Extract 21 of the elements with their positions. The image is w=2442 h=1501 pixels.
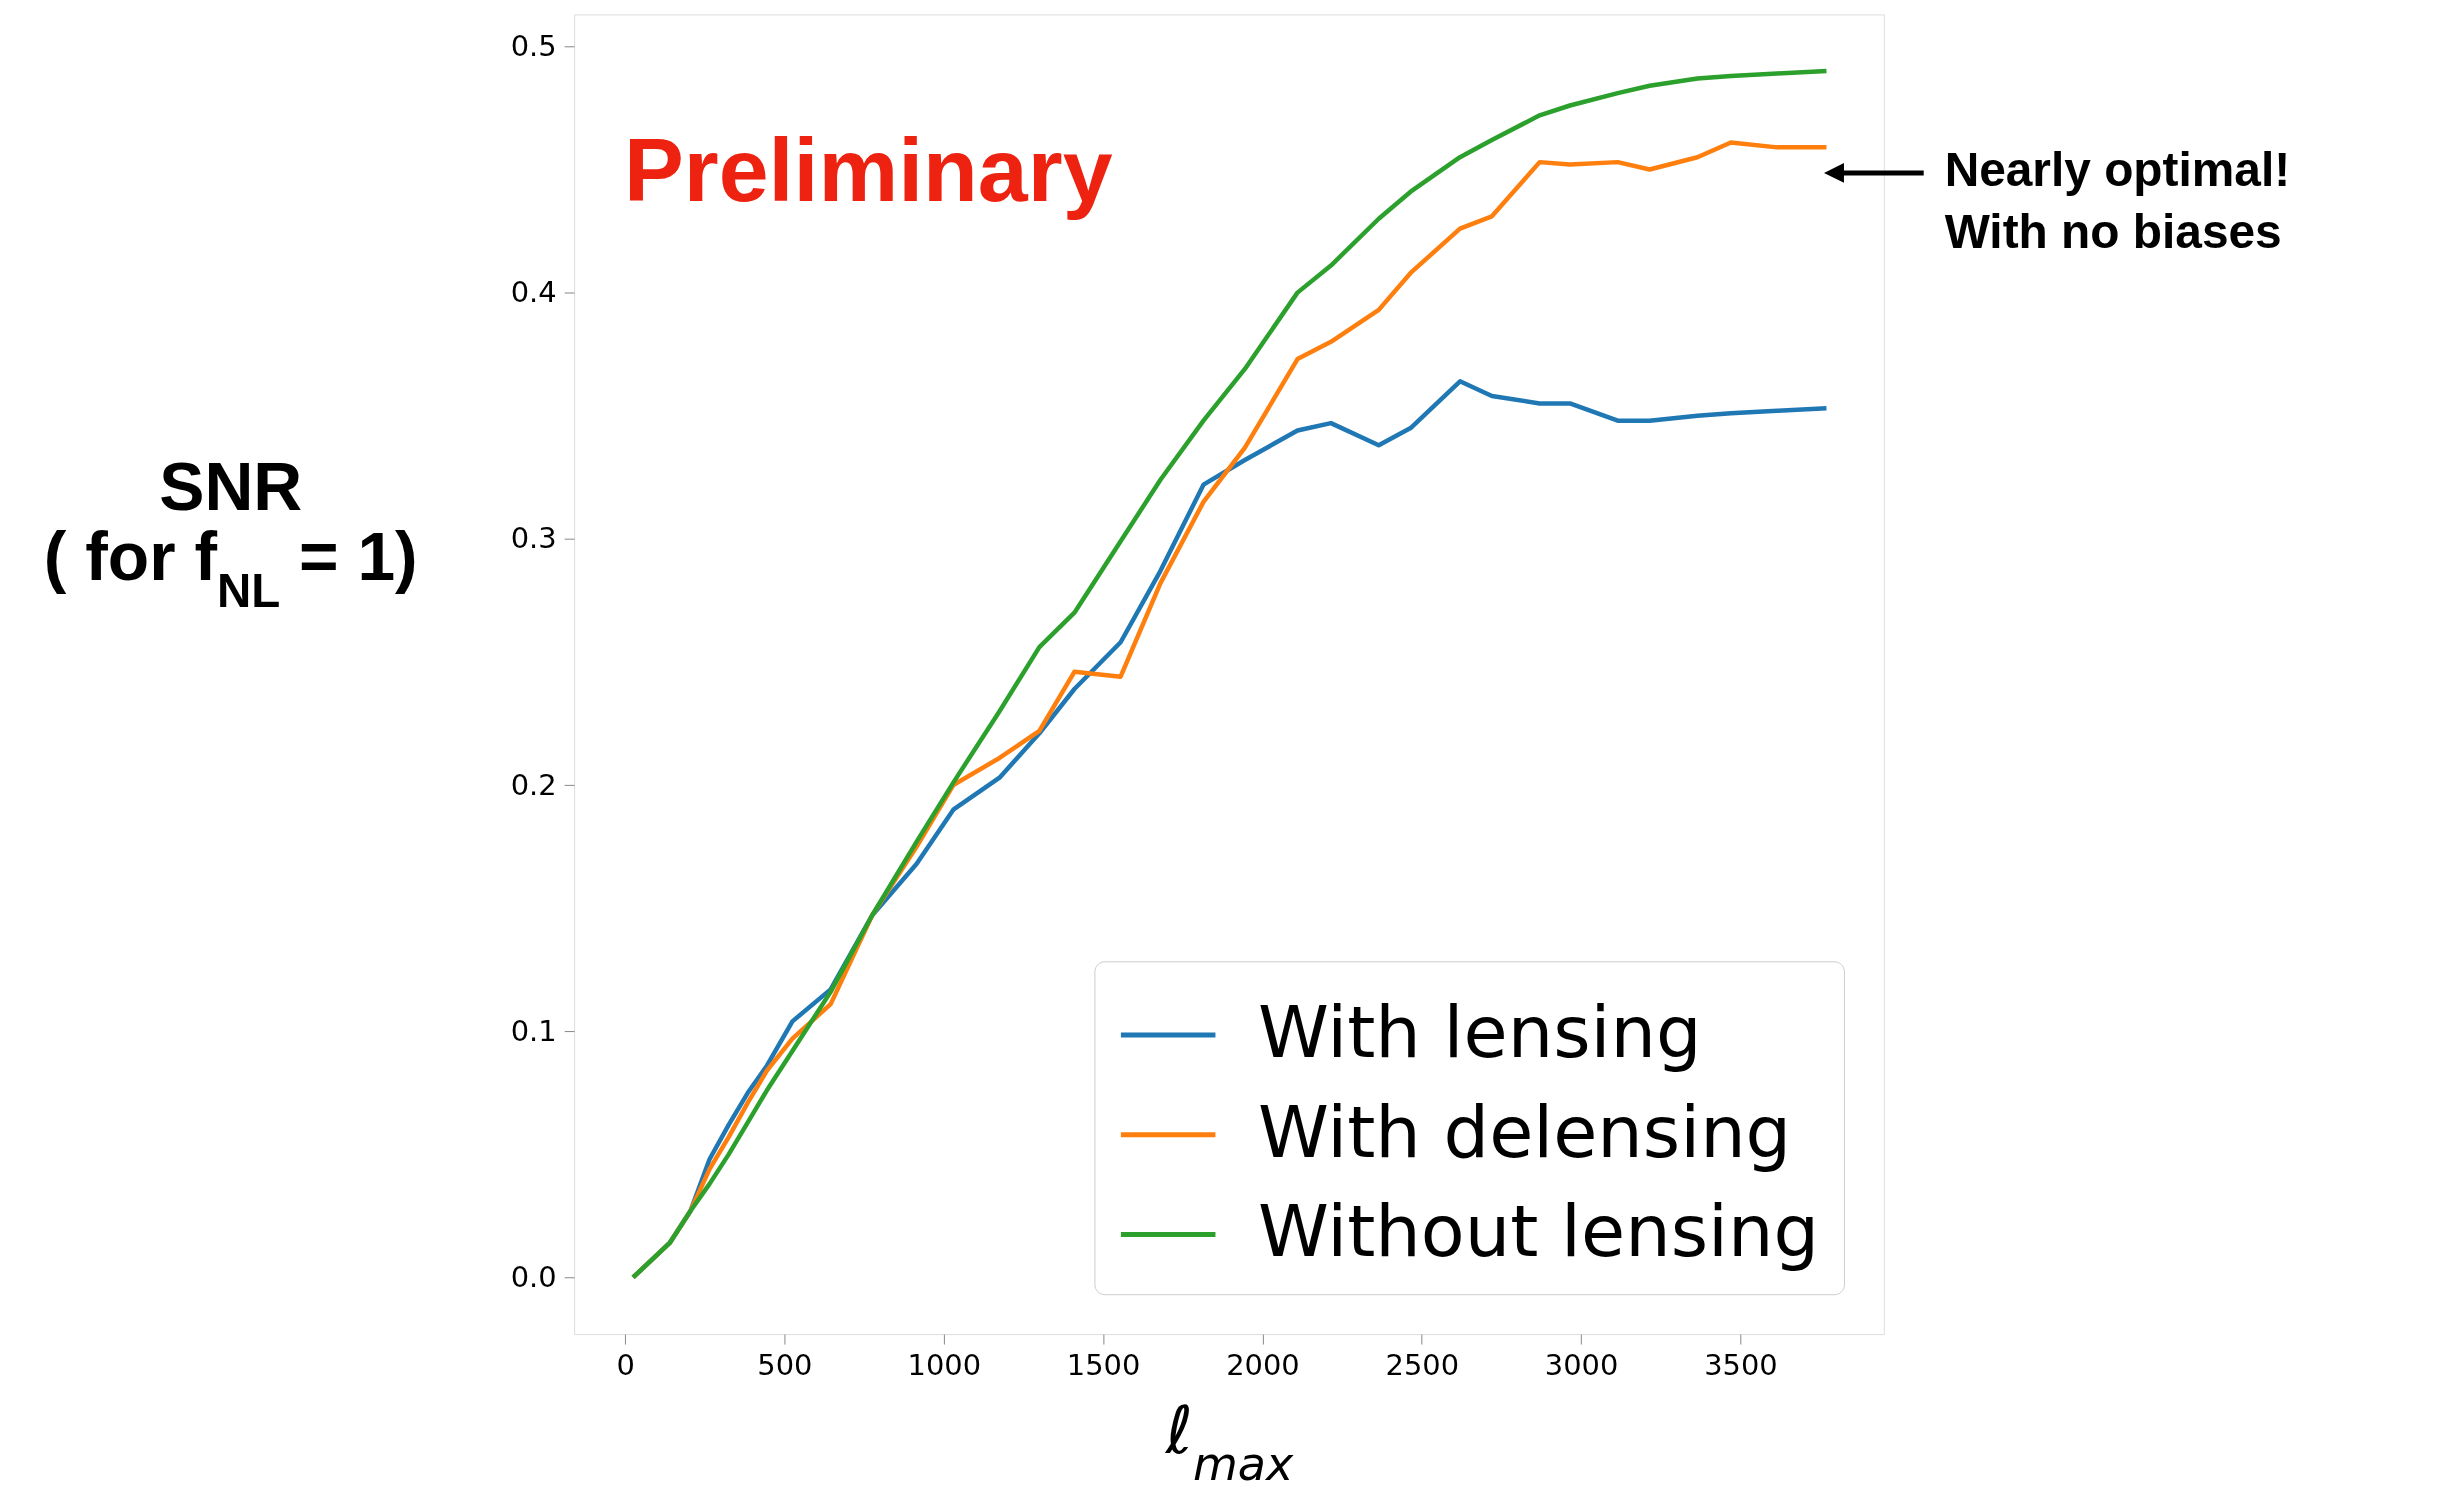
y-axis-title: SNR ( for f$_{NL}$ = 1) bbox=[43, 448, 418, 617]
x-tick-label: 3000 bbox=[1544, 1348, 1619, 1383]
x-tick-label: 0 bbox=[616, 1348, 635, 1383]
x-tick-label: 2500 bbox=[1385, 1348, 1460, 1383]
x-tick-label: 1000 bbox=[907, 1348, 982, 1383]
legend-label: With lensing bbox=[1257, 989, 1702, 1074]
annotation: Preliminary bbox=[623, 119, 1113, 220]
legend-label: Without lensing bbox=[1257, 1189, 1819, 1274]
text: Nearly optimal! With no biases bbox=[1944, 142, 2291, 258]
y-tick-label: 0.0 bbox=[510, 1259, 557, 1294]
x-tick-label: 3500 bbox=[1704, 1348, 1778, 1383]
x-tick-label: 500 bbox=[757, 1348, 813, 1383]
y-tick-label: 0.3 bbox=[510, 521, 557, 556]
legend-label: With delensing bbox=[1257, 1089, 1792, 1174]
y-tick-label: 0.1 bbox=[510, 1013, 557, 1048]
x-tick-label: 2000 bbox=[1226, 1348, 1300, 1383]
x-tick-label: 1500 bbox=[1066, 1348, 1141, 1383]
y-tick-label: 0.4 bbox=[510, 275, 557, 310]
y-tick-label: 0.2 bbox=[510, 767, 557, 802]
x-axis-title: ℓ$_{max}$ bbox=[1164, 1392, 1294, 1492]
y-tick-label: 0.5 bbox=[510, 28, 557, 63]
